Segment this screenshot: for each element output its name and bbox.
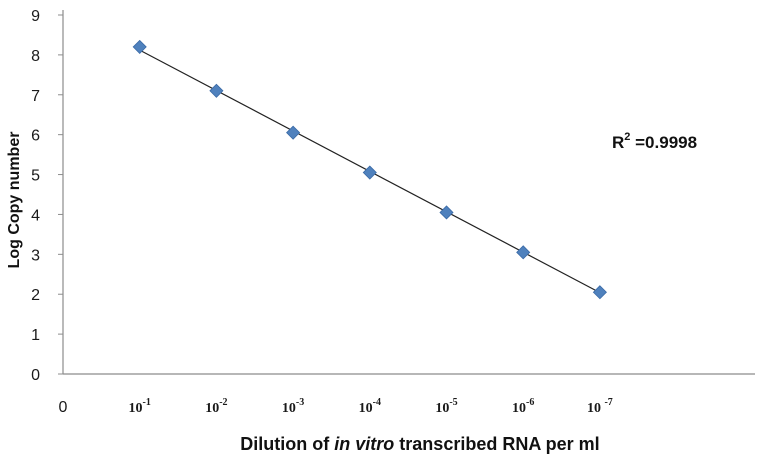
data-point	[286, 125, 301, 140]
x-tick-label-base: 0	[59, 399, 68, 416]
x-tick-label: 10 -7	[587, 397, 613, 416]
y-tick-label: 6	[31, 128, 40, 145]
x-tick-label-base: 10	[359, 401, 373, 416]
x-axis-title-part-3: transcribed RNA per ml	[394, 434, 599, 454]
axes	[58, 10, 755, 375]
y-tick-label: 7	[31, 88, 40, 105]
x-tick-label: 10-4	[359, 397, 381, 416]
y-tick-label: 2	[31, 287, 40, 304]
x-tick-label: 10-6	[512, 397, 534, 416]
r-squared-base: R	[612, 133, 624, 152]
r-squared-superscript: 2	[624, 131, 630, 143]
x-tick-label-exponent: -1	[143, 397, 151, 408]
x-tick-label-base: 10	[435, 401, 449, 416]
x-axis-title-part-1: Dilution of	[240, 434, 334, 454]
data-point	[132, 39, 147, 54]
x-tick-label: 10-2	[205, 397, 227, 416]
x-tick-label-exponent: -4	[373, 397, 381, 408]
y-axis-title: Log Copy number	[6, 132, 23, 269]
x-tick-label-base: 10	[512, 401, 526, 416]
x-axis-title: Dilution of in vitro transcribed RNA per…	[240, 434, 599, 454]
r-squared-value: =0.9998	[630, 133, 697, 152]
x-tick-label-base: 10	[282, 401, 296, 416]
x-tick-label-exponent: -7	[604, 397, 612, 408]
y-tick-label: 1	[31, 327, 40, 344]
x-tick-labels: 0 10-1 10-2 10-3 10-4 10-5 10-6 10 -7	[59, 397, 613, 416]
y-tick-label: 5	[31, 168, 40, 185]
data-point	[592, 285, 607, 300]
data-points	[132, 39, 607, 300]
x-tick-label-base: 10	[587, 401, 605, 416]
data-point	[209, 83, 224, 98]
x-tick-label: 10-1	[129, 397, 151, 416]
x-tick-label-base: 10	[205, 401, 219, 416]
y-tick-label: 4	[31, 207, 40, 224]
x-tick-label-exponent: -3	[296, 397, 304, 408]
y-tick-label: 3	[31, 247, 40, 264]
x-axis-title-part-2: in vitro	[334, 434, 394, 454]
x-tick-label: 10-5	[435, 397, 457, 416]
r-squared-annotation: R2 =0.9998	[612, 131, 697, 152]
x-tick-label: 0	[59, 399, 68, 416]
data-point	[439, 205, 454, 220]
x-tick-label-base: 10	[129, 401, 143, 416]
y-tick-label: 9	[31, 8, 40, 25]
y-tick-labels: 0 1 2 3 4 5 6 7 8 9	[31, 8, 40, 384]
data-point	[362, 165, 377, 180]
x-tick-label-exponent: -5	[449, 397, 457, 408]
y-tick-label: 8	[31, 48, 40, 65]
y-axis-title-text: Log Copy number	[6, 132, 23, 269]
x-tick-label: 10-3	[282, 397, 304, 416]
y-tick-label: 0	[31, 367, 40, 384]
data-point	[516, 245, 531, 260]
x-tick-label-exponent: -6	[526, 397, 534, 408]
x-tick-label-exponent: -2	[219, 397, 227, 408]
